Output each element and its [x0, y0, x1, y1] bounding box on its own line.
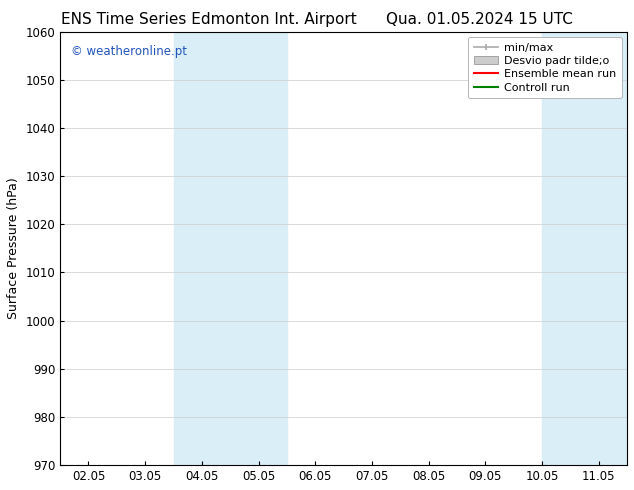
- Text: ENS Time Series Edmonton Int. Airport      Qua. 01.05.2024 15 UTC: ENS Time Series Edmonton Int. Airport Qu…: [61, 12, 573, 27]
- Text: © weatheronline.pt: © weatheronline.pt: [72, 45, 188, 57]
- Legend: min/max, Desvio padr tilde;o, Ensemble mean run, Controll run: min/max, Desvio padr tilde;o, Ensemble m…: [468, 37, 621, 98]
- Y-axis label: Surface Pressure (hPa): Surface Pressure (hPa): [7, 177, 20, 319]
- Bar: [542, 31, 627, 465]
- Bar: [174, 31, 287, 465]
